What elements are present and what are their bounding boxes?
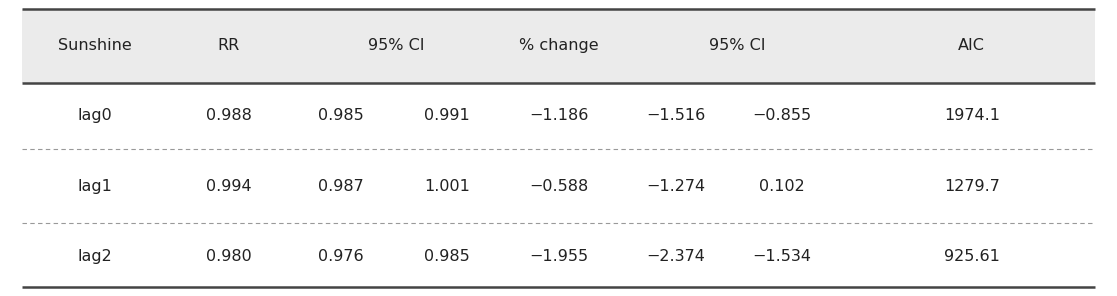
Text: 0.985: 0.985 [318,108,363,123]
Text: −1.534: −1.534 [753,249,811,263]
Text: AIC: AIC [958,38,985,53]
Text: −0.588: −0.588 [528,179,589,194]
Text: 0.102: 0.102 [760,179,804,194]
Text: −2.374: −2.374 [647,249,705,263]
Text: −0.855: −0.855 [753,108,811,123]
Bar [22,9,1095,83]
Text: 1.001: 1.001 [423,179,470,194]
Text: lag2: lag2 [77,249,113,263]
Text: −1.274: −1.274 [647,179,705,194]
Text: 95% CI: 95% CI [369,38,424,53]
Text: 0.980: 0.980 [207,249,251,263]
Text: 925.61: 925.61 [944,249,1000,263]
Text: 0.991: 0.991 [424,108,469,123]
Text: −1.955: −1.955 [529,249,588,263]
Text: Sunshine: Sunshine [58,38,132,53]
Text: 0.988: 0.988 [206,108,252,123]
Text: −1.186: −1.186 [528,108,589,123]
Text: lag0: lag0 [77,108,113,123]
Text: 0.994: 0.994 [207,179,251,194]
Text: 0.987: 0.987 [318,179,363,194]
Text: 1974.1: 1974.1 [944,108,1000,123]
Text: 1279.7: 1279.7 [944,179,1000,194]
Text: −1.516: −1.516 [646,108,706,123]
Text: 95% CI: 95% CI [709,38,765,53]
Text: 0.976: 0.976 [318,249,363,263]
Text: lag1: lag1 [77,179,113,194]
Text: % change: % change [518,38,599,53]
Text: RR: RR [218,38,240,53]
Text: 0.985: 0.985 [424,249,469,263]
